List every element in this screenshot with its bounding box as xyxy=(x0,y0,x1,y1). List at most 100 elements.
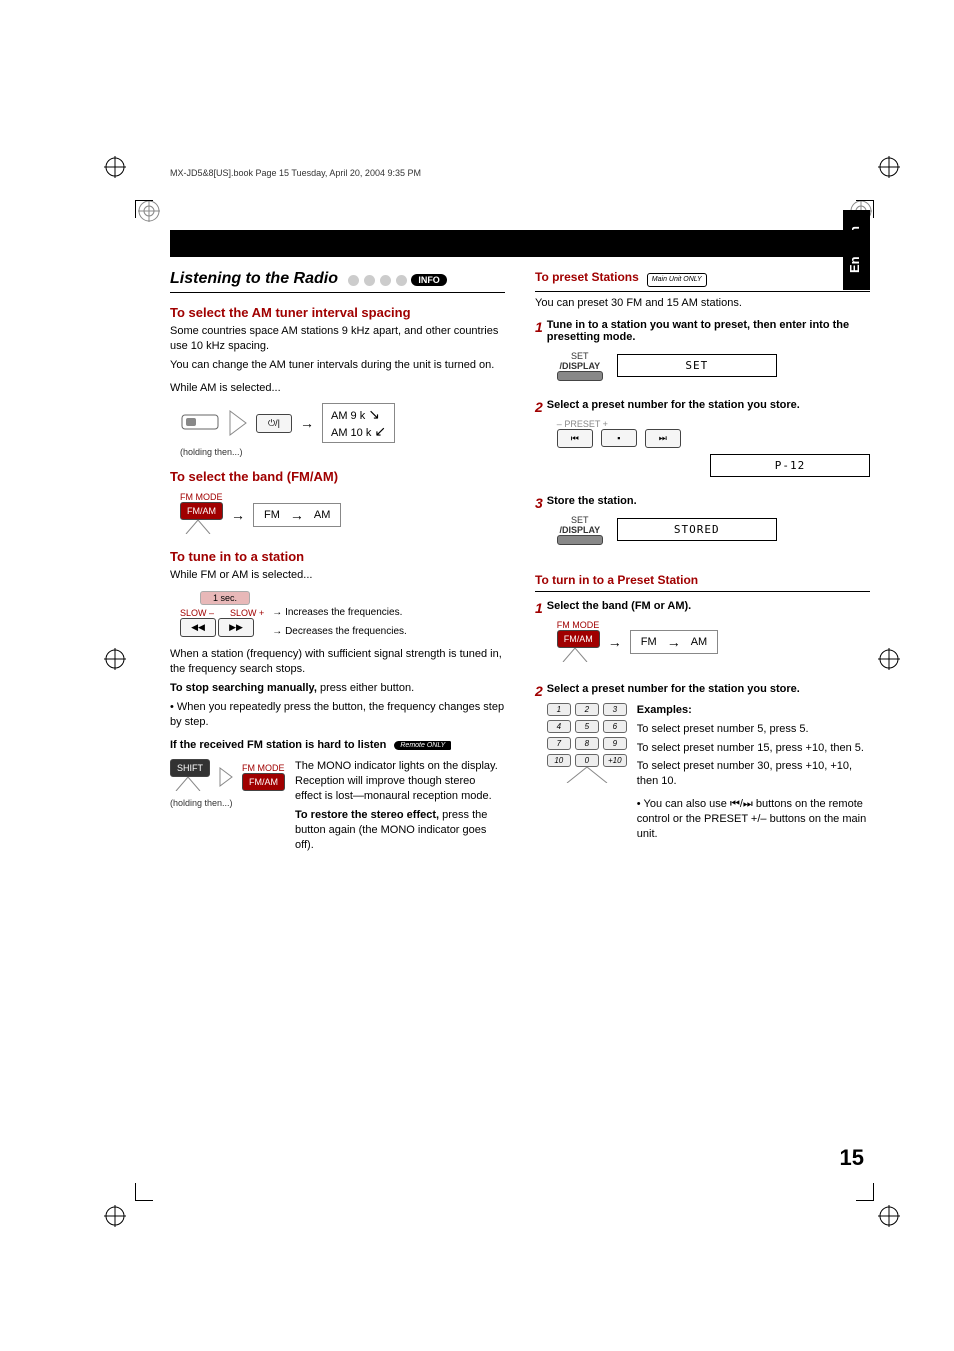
examples-label: Examples: xyxy=(637,704,692,716)
key-2: 2 xyxy=(575,703,599,716)
holding-note: (holding then...) xyxy=(180,447,505,457)
info-badge: INFO xyxy=(411,274,447,286)
body-text: Some countries space AM stations 9 kHz a… xyxy=(170,324,505,354)
body-text: To stop searching manually, press either… xyxy=(170,681,505,696)
lcd-display: P-12 xyxy=(710,454,870,477)
key-9: 9 xyxy=(603,737,627,750)
timer-badge: 1 sec. xyxy=(200,591,250,605)
body-text: While FM or AM is selected... xyxy=(170,568,505,583)
arrow-icon: → xyxy=(300,415,314,431)
step-number: 2 xyxy=(535,683,543,846)
fm-label: FM xyxy=(641,636,657,648)
tune-diagram: 1 sec. SLOW –SLOW + ◀◀ ▶▶ → Increases th… xyxy=(180,591,505,637)
subheading: To preset Stations xyxy=(535,270,639,284)
key-8: 8 xyxy=(575,737,599,750)
am9k-label: AM 9 k xyxy=(331,410,365,422)
subheading: To tune in to a station xyxy=(170,549,505,564)
prev-button: ⏮ xyxy=(557,429,593,448)
preset-step3-diagram: SET /DISPLAY STORED xyxy=(557,515,870,545)
display-label: /DISPLAY xyxy=(557,361,603,371)
power-button-icon: ⏻/| xyxy=(256,414,292,433)
arrow-icon: → xyxy=(231,507,245,523)
fm-mode-label: FM MODE xyxy=(557,620,600,630)
am-spacing-diagram: ⏻/| → AM 9 k ↘ AM 10 k ↙ (holding then..… xyxy=(180,403,505,457)
lcd-display: SET xyxy=(617,354,777,377)
lcd-display: STORED xyxy=(617,518,777,541)
key-6: 6 xyxy=(603,720,627,733)
key-7: 7 xyxy=(547,737,571,750)
step-number: 1 xyxy=(535,319,543,391)
note-text: • You can also use ⏮/⏭ buttons on the re… xyxy=(637,797,870,842)
dot-icon xyxy=(364,275,375,286)
am-label: AM xyxy=(314,509,331,521)
mono-diagram: SHIFT FM MODE FM/AM (holding then...) xyxy=(170,759,285,856)
key-4: 4 xyxy=(547,720,571,733)
am10k-label: AM 10 k xyxy=(331,427,371,439)
step-title: Store the station. xyxy=(547,495,870,507)
body-text: While AM is selected... xyxy=(170,381,505,396)
increases-label: Increases the frequencies. xyxy=(285,607,402,618)
fmam-button: FM/AM xyxy=(180,502,223,520)
section-title: Listening to the Radio xyxy=(170,270,338,288)
reg-mark-icon xyxy=(878,156,900,178)
slow-minus-label: SLOW – xyxy=(180,608,214,618)
step-number: 3 xyxy=(535,495,543,555)
stop-button: ▪ xyxy=(601,429,637,447)
decreases-label: Decreases the frequencies. xyxy=(285,626,407,637)
reg-mark-icon xyxy=(104,1205,126,1227)
fm-mode-label: FM MODE xyxy=(180,492,223,502)
example-text: To select preset number 5, press 5. xyxy=(637,722,870,737)
am-label: AM xyxy=(691,636,708,648)
key-1: 1 xyxy=(547,703,571,716)
header-band xyxy=(170,230,870,257)
step-title: Select the band (FM or AM). xyxy=(547,600,870,612)
crop-mark-icon xyxy=(135,1183,153,1201)
remote-pointer-icon xyxy=(180,520,216,534)
subheading: To select the AM tuner interval spacing xyxy=(170,305,505,320)
step-number: 2 xyxy=(535,399,543,487)
display-label: /DISPLAY xyxy=(557,525,603,535)
fm-label: FM xyxy=(264,509,280,521)
remote-top-icon xyxy=(180,409,220,437)
key-plus10: +10 xyxy=(603,754,627,767)
next-button: ⏭ xyxy=(645,429,681,448)
key-5: 5 xyxy=(575,720,599,733)
body-text: The MONO indicator lights on the display… xyxy=(295,759,505,804)
remote-pointer-icon xyxy=(547,767,627,783)
reg-mark-icon xyxy=(104,648,126,670)
dot-icon xyxy=(348,275,359,286)
dot-icon xyxy=(380,275,391,286)
example-text: To select preset number 15, press +10, t… xyxy=(637,741,870,756)
fmam-button: FM/AM xyxy=(557,630,600,648)
step-title: Select a preset number for the station y… xyxy=(547,399,870,411)
reg-mark-icon xyxy=(104,156,126,178)
body-text: To restore the stereo effect, press the … xyxy=(295,808,505,853)
header-meta: MX-JD5&8[US].book Page 15 Tuesday, April… xyxy=(170,168,421,178)
rewind-button: ◀◀ xyxy=(180,618,216,637)
key-0: 0 xyxy=(575,754,599,767)
fmam-button: FM/AM xyxy=(242,773,285,791)
key-10: 10 xyxy=(547,754,571,767)
body-text: You can change the AM tuner intervals du… xyxy=(170,358,505,373)
forward-button: ▶▶ xyxy=(218,618,254,637)
set-label: SET xyxy=(557,515,603,525)
subheading: To turn in to a Preset Station xyxy=(535,573,870,587)
crop-mark-icon xyxy=(856,1183,874,1201)
dot-icon xyxy=(396,275,407,286)
body-text: When a station (frequency) with sufficie… xyxy=(170,647,505,677)
step-title: Select a preset number for the station y… xyxy=(547,683,870,695)
fm-mode-label: FM MODE xyxy=(242,763,285,773)
subheading: If the received FM station is hard to li… xyxy=(170,739,386,751)
page-number: 15 xyxy=(840,1145,864,1171)
shift-button: SHIFT xyxy=(170,759,210,777)
body-text: • When you repeatedly press the button, … xyxy=(170,700,505,730)
then-icon xyxy=(228,409,248,437)
band-select-diagram: FM MODE FM/AM → FM → AM xyxy=(180,492,505,537)
slow-plus-label: SLOW + xyxy=(230,608,264,618)
set-label: SET xyxy=(557,351,603,361)
remote-only-badge: Remote ONLY xyxy=(394,741,451,750)
step-title: Tune in to a station you want to preset,… xyxy=(547,319,870,343)
band-select-diagram-2: FM MODE FM/AM → FM → AM xyxy=(557,620,870,665)
main-unit-only-badge: Main Unit ONLY xyxy=(647,273,707,287)
reg-mark-icon xyxy=(878,1205,900,1227)
